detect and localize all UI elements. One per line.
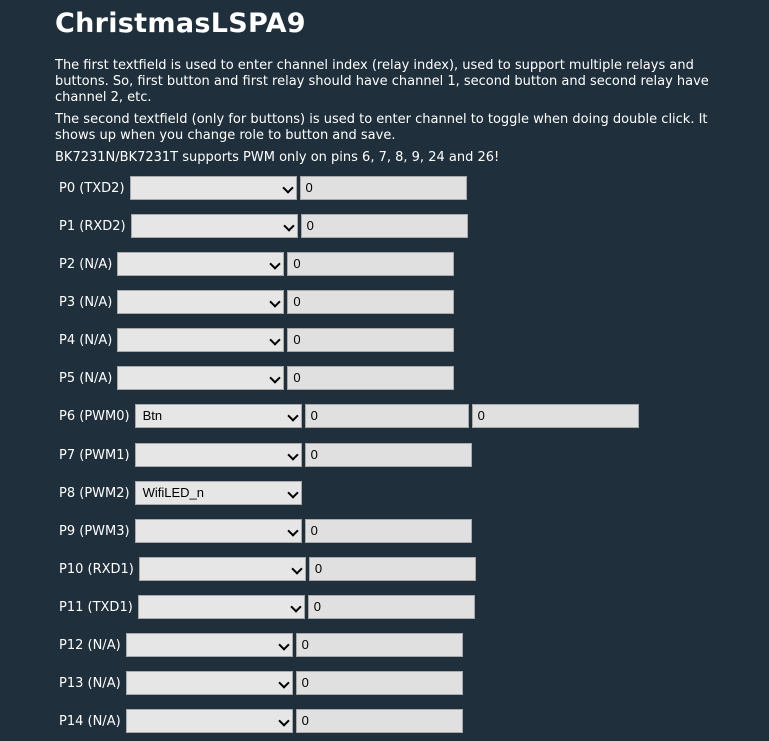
pin-label: P10 (RXD1): [59, 561, 134, 577]
channel-input[interactable]: 0: [308, 557, 476, 581]
pin-label: P7 (PWM1): [59, 447, 130, 463]
channel-input[interactable]: 0: [295, 709, 463, 733]
chevron-down-icon: [290, 601, 302, 613]
pin-row-p7: P7 (PWM1) 0: [59, 443, 475, 467]
pin-label: P1 (RXD2): [59, 218, 126, 234]
pin-label: P3 (N/A): [59, 294, 113, 310]
channel-input[interactable]: 0: [287, 252, 455, 276]
chevron-down-icon: [277, 715, 290, 727]
pin-role-select[interactable]: [117, 252, 285, 276]
channel-input[interactable]: 0: [304, 443, 472, 467]
channel-input[interactable]: 0: [287, 366, 455, 390]
chevron-down-icon: [286, 525, 299, 537]
pin-role-select[interactable]: Btn: [134, 404, 302, 428]
chevron-down-icon: [269, 334, 282, 346]
pin-row-p14: P14 (N/A) 0: [59, 709, 466, 733]
pin-role-select[interactable]: [137, 595, 305, 619]
double-click-channel-input[interactable]: 0: [471, 404, 639, 428]
chevron-down-icon: [291, 563, 303, 575]
pin-row-p6: P6 (PWM0) Btn 0 0: [59, 404, 642, 428]
channel-input[interactable]: 0: [304, 404, 469, 428]
help-text-first-textfield: The first textfield is used to enter cha…: [55, 58, 709, 105]
channel-input[interactable]: 0: [287, 290, 455, 314]
pin-row-p4: P4 (N/A) 0: [59, 328, 457, 352]
channel-input[interactable]: 0: [307, 595, 475, 619]
help-text-second-textfield: The second textfield (only for buttons) …: [55, 112, 708, 143]
pin-row-p8: P8 (PWM2) WifiLED_n: [59, 481, 305, 505]
chevron-down-icon: [269, 296, 282, 308]
chevron-down-icon: [277, 677, 290, 689]
pin-row-p5: P5 (N/A) 0: [59, 366, 457, 390]
pin-role-select[interactable]: [130, 214, 298, 238]
pin-label: P9 (PWM3): [59, 523, 130, 539]
chevron-down-icon: [286, 487, 299, 499]
pin-row-p12: P12 (N/A) 0: [59, 633, 466, 657]
chevron-down-icon: [286, 449, 299, 461]
pin-row-p0: P0 (TXD2) 0: [59, 176, 470, 200]
pin-role-select[interactable]: [138, 557, 306, 581]
pin-label: P4 (N/A): [59, 332, 113, 348]
channel-input[interactable]: 0: [299, 176, 467, 200]
pin-role-select[interactable]: [125, 633, 293, 657]
channel-input[interactable]: 0: [300, 214, 468, 238]
pin-label: P12 (N/A): [59, 637, 121, 653]
pin-row-p1: P1 (RXD2) 0: [59, 214, 471, 238]
chevron-down-icon: [286, 410, 299, 422]
pin-row-p11: P11 (TXD1) 0: [59, 595, 478, 619]
pin-role-select[interactable]: [129, 176, 297, 200]
pin-role-select[interactable]: [117, 328, 285, 352]
chevron-down-icon: [269, 258, 282, 270]
pin-role-select[interactable]: [125, 709, 293, 733]
pin-label: P2 (N/A): [59, 256, 113, 272]
pin-label: P11 (TXD1): [59, 599, 133, 615]
pin-label: P0 (TXD2): [59, 180, 125, 196]
pin-role-select[interactable]: [134, 519, 302, 543]
pin-row-p9: P9 (PWM3) 0: [59, 519, 475, 543]
chevron-down-icon: [282, 220, 295, 232]
pin-row-p13: P13 (N/A) 0: [59, 671, 466, 695]
chevron-down-icon: [277, 639, 290, 651]
pin-label: P14 (N/A): [59, 713, 121, 729]
page-title: ChristmasLSPA9: [55, 8, 306, 39]
pin-role-select[interactable]: WifiLED_n: [134, 481, 302, 505]
pin-label: P13 (N/A): [59, 675, 121, 691]
help-text-pwm-note: BK7231N/BK7231T supports PWM only on pin…: [55, 150, 500, 165]
channel-input[interactable]: 0: [304, 519, 472, 543]
channel-input[interactable]: 0: [295, 671, 463, 695]
channel-input[interactable]: 0: [295, 633, 463, 657]
chevron-down-icon: [269, 372, 282, 384]
pin-row-p2: P2 (N/A) 0: [59, 252, 457, 276]
pin-label: P5 (N/A): [59, 370, 113, 386]
pin-role-select[interactable]: [117, 290, 285, 314]
pin-label: P6 (PWM0): [59, 408, 130, 424]
pin-role-select[interactable]: [125, 671, 293, 695]
pin-row-p3: P3 (N/A) 0: [59, 290, 457, 314]
pin-row-p10: P10 (RXD1) 0: [59, 557, 479, 581]
channel-input[interactable]: 0: [287, 328, 455, 352]
pin-label: P8 (PWM2): [59, 485, 130, 501]
chevron-down-icon: [281, 182, 294, 194]
pin-role-select[interactable]: [134, 443, 302, 467]
pin-role-select[interactable]: [117, 366, 285, 390]
